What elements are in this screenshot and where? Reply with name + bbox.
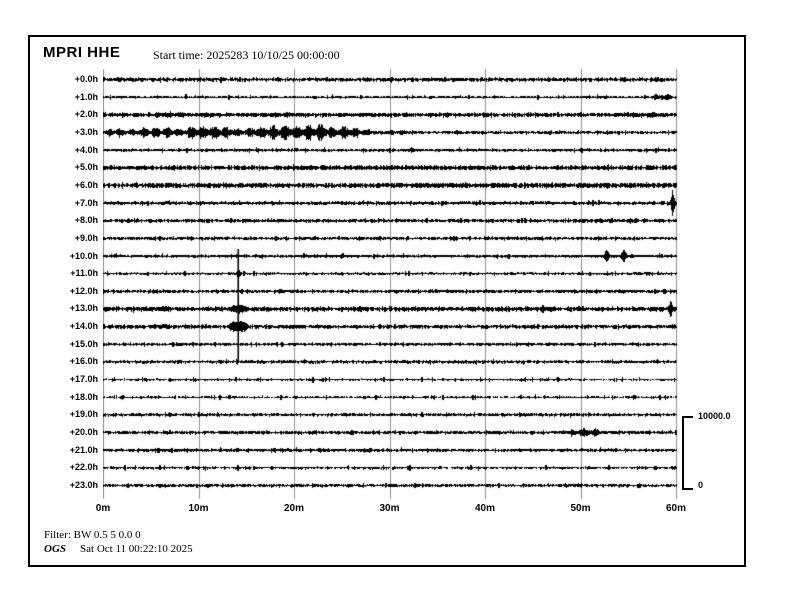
hour-label: +0.0h [74, 74, 98, 84]
hour-label: +10.0h [69, 250, 98, 261]
minute-label: 60m [665, 503, 686, 514]
generated-timestamp: Sat Oct 11 00:22:10 2025 [80, 543, 193, 555]
hour-label: +19.0h [69, 409, 98, 420]
scale-min-label: 0 [698, 480, 704, 490]
hour-label: +3.0h [74, 126, 98, 137]
hour-label: +17.0h [69, 374, 98, 385]
hour-label: +9.0h [74, 232, 98, 243]
hour-label: +13.0h [69, 303, 98, 314]
plot-border-frame [28, 35, 746, 567]
hour-label: +11.0h [70, 268, 98, 279]
minute-label: 40m [474, 503, 495, 514]
amplitude-scale-bracket [682, 416, 693, 490]
minute-label: 50m [570, 503, 591, 514]
scale-max-label: 10000.0 [698, 411, 731, 421]
hour-label: +2.0h [74, 109, 98, 120]
filter-label: Filter: BW 0.5 5 0.0 0 [44, 529, 141, 541]
credit-line: OGS Sat Oct 11 00:22:10 2025 [44, 543, 193, 555]
minute-label: 30m [379, 503, 400, 514]
minute-label: 10m [188, 503, 209, 514]
hour-label: +8.0h [74, 215, 98, 226]
hour-label: +23.0h [69, 479, 98, 490]
hour-label: +1.0h [74, 91, 98, 102]
hour-label: +21.0h [69, 444, 98, 455]
hour-label: +16.0h [69, 356, 98, 367]
hour-label: +7.0h [74, 197, 98, 208]
hour-label: +18.0h [69, 391, 98, 402]
start-time-label: Start time: 2025283 10/10/25 00:00:00 [153, 48, 340, 62]
minute-label: 0m [95, 503, 111, 514]
agency-label: OGS [44, 543, 67, 555]
hour-label: +22.0h [69, 462, 98, 473]
hour-label: +4.0h [74, 144, 98, 155]
hour-label: +15.0h [69, 338, 98, 349]
hour-label: +5.0h [74, 162, 98, 173]
hour-label: +20.0h [69, 427, 98, 437]
seismogram-canvas [103, 66, 678, 502]
hour-label: +14.0h [69, 321, 98, 332]
hour-label: +6.0h [74, 179, 98, 190]
hour-label: +12.0h [69, 285, 98, 296]
minute-label: 20m [283, 503, 304, 514]
station-title: MPRI HHE [43, 44, 121, 61]
